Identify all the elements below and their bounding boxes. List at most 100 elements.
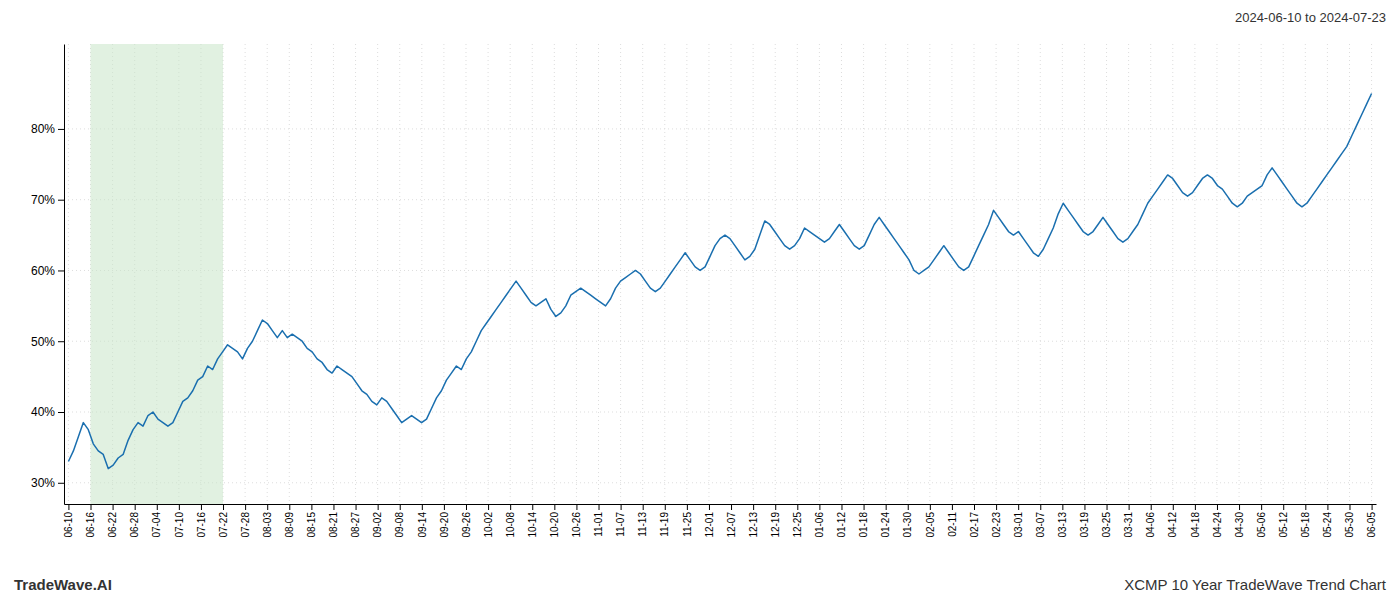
x-tick: 12-19 bbox=[770, 504, 781, 538]
x-tick-label: 01-06 bbox=[814, 512, 825, 538]
x-tick-mark bbox=[599, 504, 600, 510]
x-tick-label: 12-01 bbox=[704, 512, 715, 538]
x-tick-label: 04-06 bbox=[1145, 512, 1156, 538]
y-tick-mark bbox=[58, 129, 64, 130]
x-tick: 02-17 bbox=[969, 504, 980, 538]
x-tick: 02-11 bbox=[947, 504, 958, 537]
x-tick-label: 05-18 bbox=[1300, 512, 1311, 538]
x-tick: 08-09 bbox=[284, 504, 295, 538]
grid-line-x bbox=[488, 44, 489, 504]
grid-line-x bbox=[1371, 44, 1372, 504]
y-tick-label: 60% bbox=[31, 264, 55, 278]
x-tick-mark bbox=[400, 504, 401, 510]
x-tick-label: 03-13 bbox=[1057, 512, 1068, 538]
grid-line-x bbox=[731, 44, 732, 504]
x-tick-mark bbox=[201, 504, 202, 510]
x-tick: 11-13 bbox=[637, 504, 648, 537]
x-tick-label: 01-30 bbox=[902, 512, 913, 538]
x-tick: 07-28 bbox=[240, 504, 251, 538]
grid-line-x bbox=[576, 44, 577, 504]
footer-left: TradeWave.AI bbox=[14, 576, 112, 593]
grid-line-x bbox=[708, 44, 709, 504]
shaded-span bbox=[91, 44, 224, 504]
x-tick-mark bbox=[1107, 504, 1108, 510]
x-tick-label: 12-07 bbox=[726, 512, 737, 538]
x-tick-mark bbox=[356, 504, 357, 510]
x-tick: 08-27 bbox=[350, 504, 361, 538]
x-tick-mark bbox=[1018, 504, 1019, 510]
x-tick-label: 08-21 bbox=[328, 512, 339, 538]
x-tick: 03-13 bbox=[1057, 504, 1068, 538]
grid-line-x bbox=[642, 44, 643, 504]
x-tick: 01-18 bbox=[858, 504, 869, 538]
x-tick-label: 06-10 bbox=[63, 512, 74, 538]
x-tick-mark bbox=[422, 504, 423, 510]
x-tick-mark bbox=[1283, 504, 1284, 510]
y-tick-mark bbox=[58, 412, 64, 413]
y-tick: 30% bbox=[31, 476, 64, 490]
x-tick: 01-06 bbox=[814, 504, 825, 538]
grid-line-x bbox=[1128, 44, 1129, 504]
x-tick: 09-08 bbox=[394, 504, 405, 538]
x-tick: 05-30 bbox=[1344, 504, 1355, 538]
grid-line-x bbox=[907, 44, 908, 504]
x-tick-label: 08-09 bbox=[284, 512, 295, 538]
x-tick: 04-30 bbox=[1234, 504, 1245, 538]
x-tick-mark bbox=[91, 504, 92, 510]
x-tick-mark bbox=[444, 504, 445, 510]
x-tick-mark bbox=[841, 504, 842, 510]
y-tick-mark bbox=[58, 200, 64, 201]
x-tick-mark bbox=[753, 504, 754, 510]
grid-line-x bbox=[1216, 44, 1217, 504]
grid-line-x bbox=[1106, 44, 1107, 504]
x-tick: 03-31 bbox=[1123, 504, 1134, 538]
x-tick: 12-13 bbox=[748, 504, 759, 538]
x-tick-label: 07-22 bbox=[218, 512, 229, 538]
x-tick-label: 02-11 bbox=[947, 512, 958, 537]
chart: 06-1006-1606-2206-2807-0407-1007-1607-22… bbox=[0, 0, 1400, 600]
grid-line-x bbox=[863, 44, 864, 504]
x-tick-label: 06-28 bbox=[129, 512, 140, 538]
grid-line-x bbox=[1194, 44, 1195, 504]
x-tick: 06-10 bbox=[63, 504, 74, 538]
x-tick-label: 02-17 bbox=[969, 512, 980, 538]
plot-area bbox=[68, 44, 1371, 504]
x-tick-label: 04-24 bbox=[1212, 512, 1223, 538]
x-tick-mark bbox=[488, 504, 489, 510]
x-tick-mark bbox=[1327, 504, 1328, 510]
x-tick: 11-07 bbox=[615, 504, 626, 537]
x-tick-mark bbox=[135, 504, 136, 510]
x-tick: 11-19 bbox=[659, 504, 670, 537]
y-tick: 80% bbox=[31, 122, 64, 136]
grid-line-y bbox=[64, 128, 1376, 129]
x-tick-label: 06-05 bbox=[1366, 512, 1377, 538]
x-tick-mark bbox=[1217, 504, 1218, 510]
x-tick: 04-24 bbox=[1212, 504, 1223, 538]
grid-line-x bbox=[1349, 44, 1350, 504]
x-tick-label: 03-19 bbox=[1079, 512, 1090, 538]
x-tick-label: 08-03 bbox=[262, 512, 273, 538]
x-tick: 03-07 bbox=[1035, 504, 1046, 538]
x-tick: 12-01 bbox=[704, 504, 715, 538]
x-tick-label: 11-01 bbox=[593, 512, 604, 537]
x-tick: 01-12 bbox=[836, 504, 847, 538]
x-tick-label: 11-13 bbox=[637, 512, 648, 537]
x-tick-mark bbox=[267, 504, 268, 510]
x-tick: 01-30 bbox=[902, 504, 913, 538]
x-tick-mark bbox=[886, 504, 887, 510]
x-tick-mark bbox=[68, 504, 69, 510]
x-tick-mark bbox=[223, 504, 224, 510]
grid-line-x bbox=[443, 44, 444, 504]
x-tick-label: 07-28 bbox=[240, 512, 251, 538]
grid-line-x bbox=[885, 44, 886, 504]
x-tick-mark bbox=[113, 504, 114, 510]
x-tick-mark bbox=[532, 504, 533, 510]
x-tick: 06-28 bbox=[129, 504, 140, 538]
grid-line-x bbox=[1261, 44, 1262, 504]
x-tick-label: 09-14 bbox=[417, 512, 428, 538]
x-tick-label: 08-27 bbox=[350, 512, 361, 538]
x-tick-label: 12-19 bbox=[770, 512, 781, 538]
grid-line-x bbox=[68, 44, 69, 504]
x-tick-mark bbox=[930, 504, 931, 510]
x-tick-mark bbox=[466, 504, 467, 510]
